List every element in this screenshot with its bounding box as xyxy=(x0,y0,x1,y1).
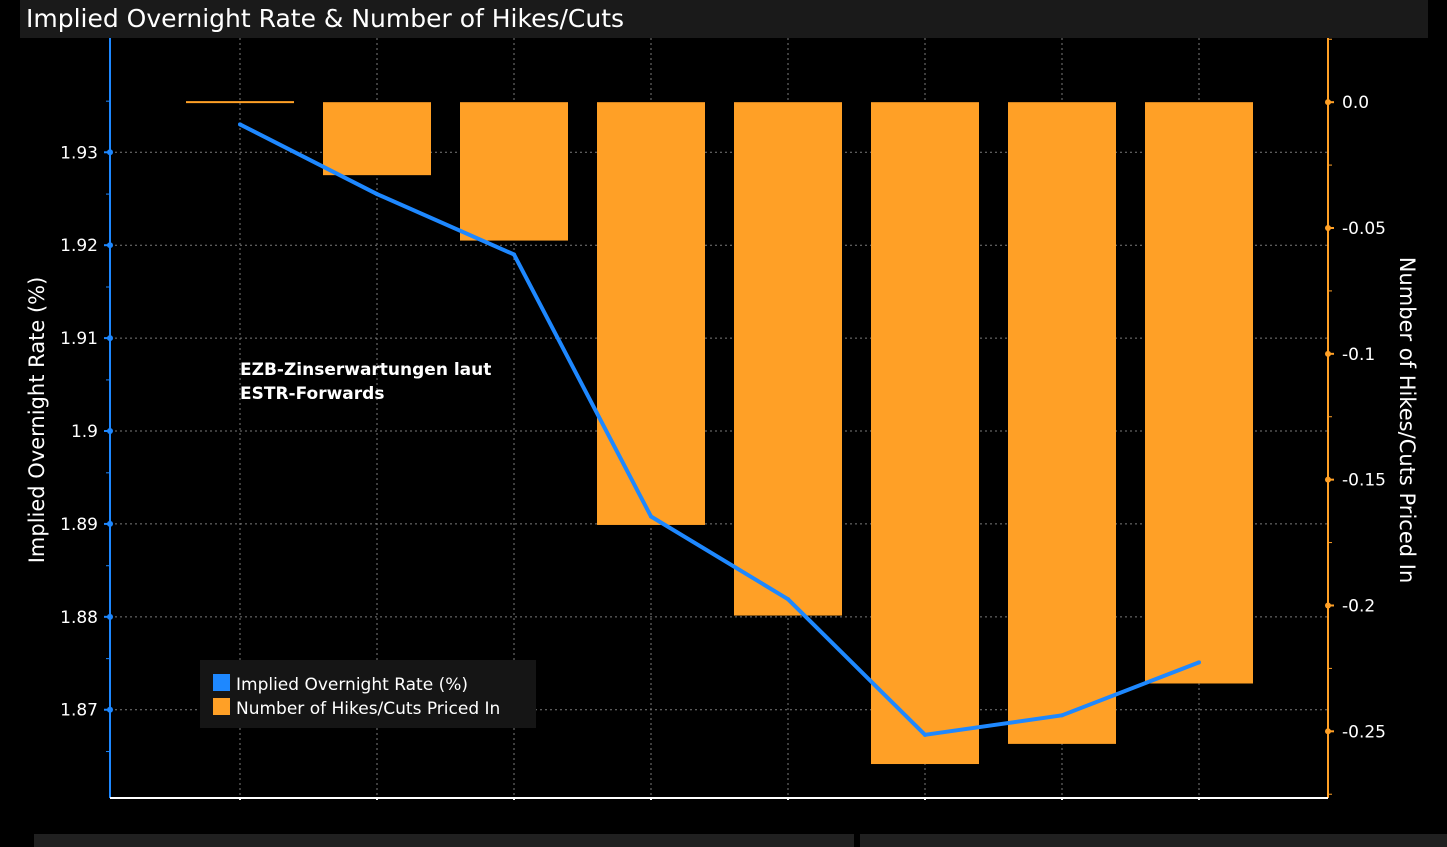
right-tick-label: -0.2 xyxy=(1342,596,1375,616)
y2-axis-label: Number of Hikes/Cuts Priced In xyxy=(1395,257,1419,583)
bar xyxy=(1145,102,1253,684)
right-axis-ticks: 0.0 -0.05 -0.1 -0.15 -0.2 -0.25 xyxy=(1325,38,1386,795)
right-tick-label: -0.05 xyxy=(1342,219,1386,239)
bar xyxy=(323,102,431,176)
left-tick-dot xyxy=(107,335,113,342)
left-tick-label: 1.91 xyxy=(60,329,98,349)
left-tick-label: 1.9 xyxy=(71,422,98,442)
bar xyxy=(734,102,842,616)
legend-label-line: Implied Overnight Rate (%) xyxy=(236,675,468,695)
chart-title: Implied Overnight Rate & Number of Hikes… xyxy=(26,4,625,33)
rate-point xyxy=(375,192,379,197)
left-tick-dot xyxy=(107,520,113,527)
chart: 1.87 1.88 1.89 1.9 1.91 1.92 1.93 0.0 -0.05 -0.1… xyxy=(25,38,1419,800)
bar xyxy=(460,102,568,241)
left-tick-label: 1.88 xyxy=(60,608,98,628)
legend-box xyxy=(200,660,536,728)
bottom-panel-right xyxy=(860,834,1447,847)
rate-point xyxy=(786,597,790,602)
bar-series xyxy=(186,101,1253,765)
left-tick-label: 1.89 xyxy=(60,515,98,535)
legend-swatch-line xyxy=(213,674,230,691)
x-axis-ticks: Current03/19/202604/30/202606/11/202607/… xyxy=(239,798,1200,800)
left-tick-dot xyxy=(107,149,113,156)
title-bar: Implied Overnight Rate & Number of Hikes… xyxy=(20,0,1428,38)
right-tick-label: -0.25 xyxy=(1342,722,1386,742)
left-tick-dot xyxy=(107,242,113,249)
rate-point xyxy=(649,514,653,519)
legend-label-bar: Number of Hikes/Cuts Priced In xyxy=(236,699,500,719)
rate-point xyxy=(238,122,242,127)
bottom-panel-left xyxy=(34,834,854,847)
bar xyxy=(1008,102,1116,744)
legend: Implied Overnight Rate (%) Number of Hik… xyxy=(200,660,536,728)
bar xyxy=(597,102,705,525)
rate-point xyxy=(923,732,927,737)
rate-point xyxy=(512,252,516,257)
left-tick-label: 1.87 xyxy=(60,701,98,721)
right-tick-label: 0.0 xyxy=(1342,93,1369,113)
left-tick-label: 1.92 xyxy=(60,236,98,256)
rate-line xyxy=(239,122,1200,737)
y-axis-label: Implied Overnight Rate (%) xyxy=(25,277,49,564)
rate-point xyxy=(1060,713,1064,718)
line-series xyxy=(238,122,1201,737)
left-tick-dot xyxy=(107,613,113,620)
annotation-line-2: ESTR-Forwards xyxy=(240,384,384,404)
left-tick-label: 1.93 xyxy=(60,143,98,163)
bar xyxy=(871,102,979,765)
left-axis-ticks: 1.87 1.88 1.89 1.9 1.91 1.92 1.93 xyxy=(60,100,113,753)
annotation-line-1: EZB-Zinserwartungen laut xyxy=(240,360,491,380)
left-tick-dot xyxy=(107,706,113,713)
right-tick-label: -0.15 xyxy=(1342,471,1386,491)
rate-point xyxy=(1197,660,1201,665)
left-tick-dot xyxy=(107,428,113,435)
right-tick-label: -0.1 xyxy=(1342,345,1375,365)
legend-swatch-bar xyxy=(213,698,230,715)
